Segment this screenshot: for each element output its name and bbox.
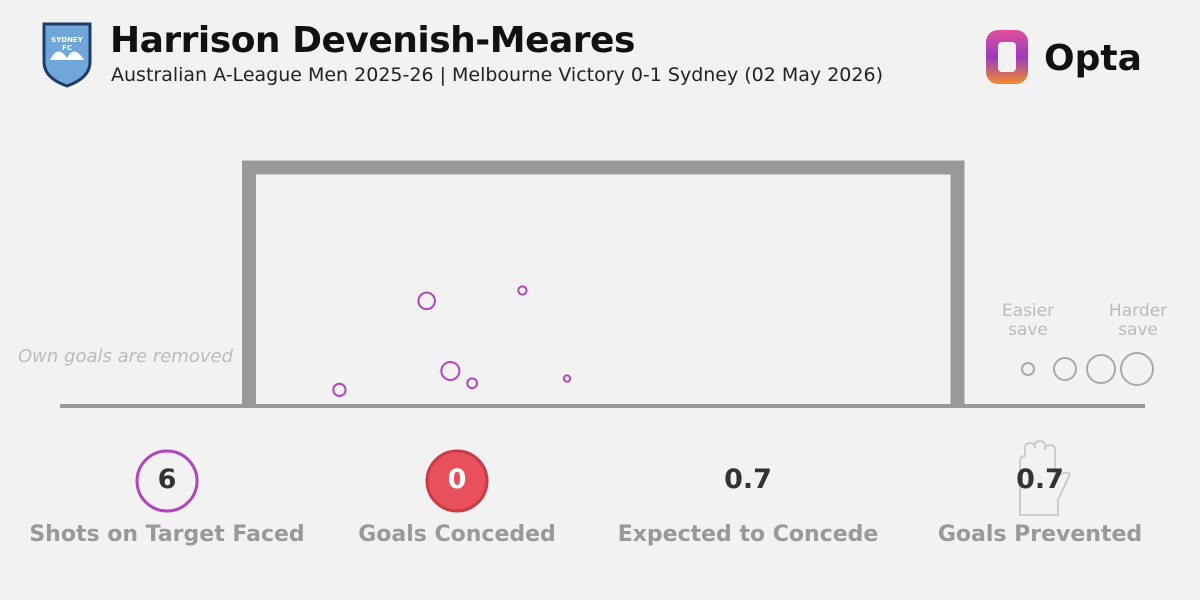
key-circle — [1120, 352, 1154, 386]
stat-label: Expected to Concede — [617, 522, 879, 547]
club-badge — [42, 22, 92, 88]
badge-text: SYDNEY FC — [51, 36, 83, 52]
shot — [562, 374, 572, 383]
brand: Opta — [1044, 38, 1142, 79]
size-key — [1021, 352, 1154, 386]
brand-logo-hole — [998, 42, 1016, 72]
stat-value: 0.7 — [1016, 464, 1064, 495]
goal — [60, 160, 1145, 408]
title: Harrison Devenish-Meares — [110, 20, 635, 61]
shots-ring — [135, 449, 199, 513]
badge-opera-house — [50, 51, 84, 60]
key-easier: Easier save — [1001, 301, 1055, 340]
key-circle — [1021, 362, 1035, 376]
key-circle — [1053, 357, 1077, 381]
glove-icon — [1019, 439, 1072, 516]
key-circle — [1086, 354, 1116, 384]
shot — [517, 285, 528, 296]
key-harder: Harder save — [1108, 301, 1168, 340]
stat-value: 0.7 — [724, 464, 772, 495]
shot — [466, 377, 479, 390]
stat-value: 0 — [447, 464, 467, 495]
goal-frame — [242, 160, 965, 406]
stat-label: Goals Prevented — [937, 522, 1143, 547]
stat-label: Shots on Target Faced — [29, 522, 305, 547]
shot — [332, 382, 347, 398]
stat-label: Goals Conceded — [358, 522, 556, 547]
subtitle: Australian A-League Men 2025-26 | Melbou… — [111, 64, 883, 86]
stat-value: 6 — [157, 464, 177, 495]
shot — [440, 360, 461, 381]
goals-ring — [425, 449, 489, 513]
note: Own goals are removed — [18, 346, 233, 367]
shot — [417, 291, 436, 311]
